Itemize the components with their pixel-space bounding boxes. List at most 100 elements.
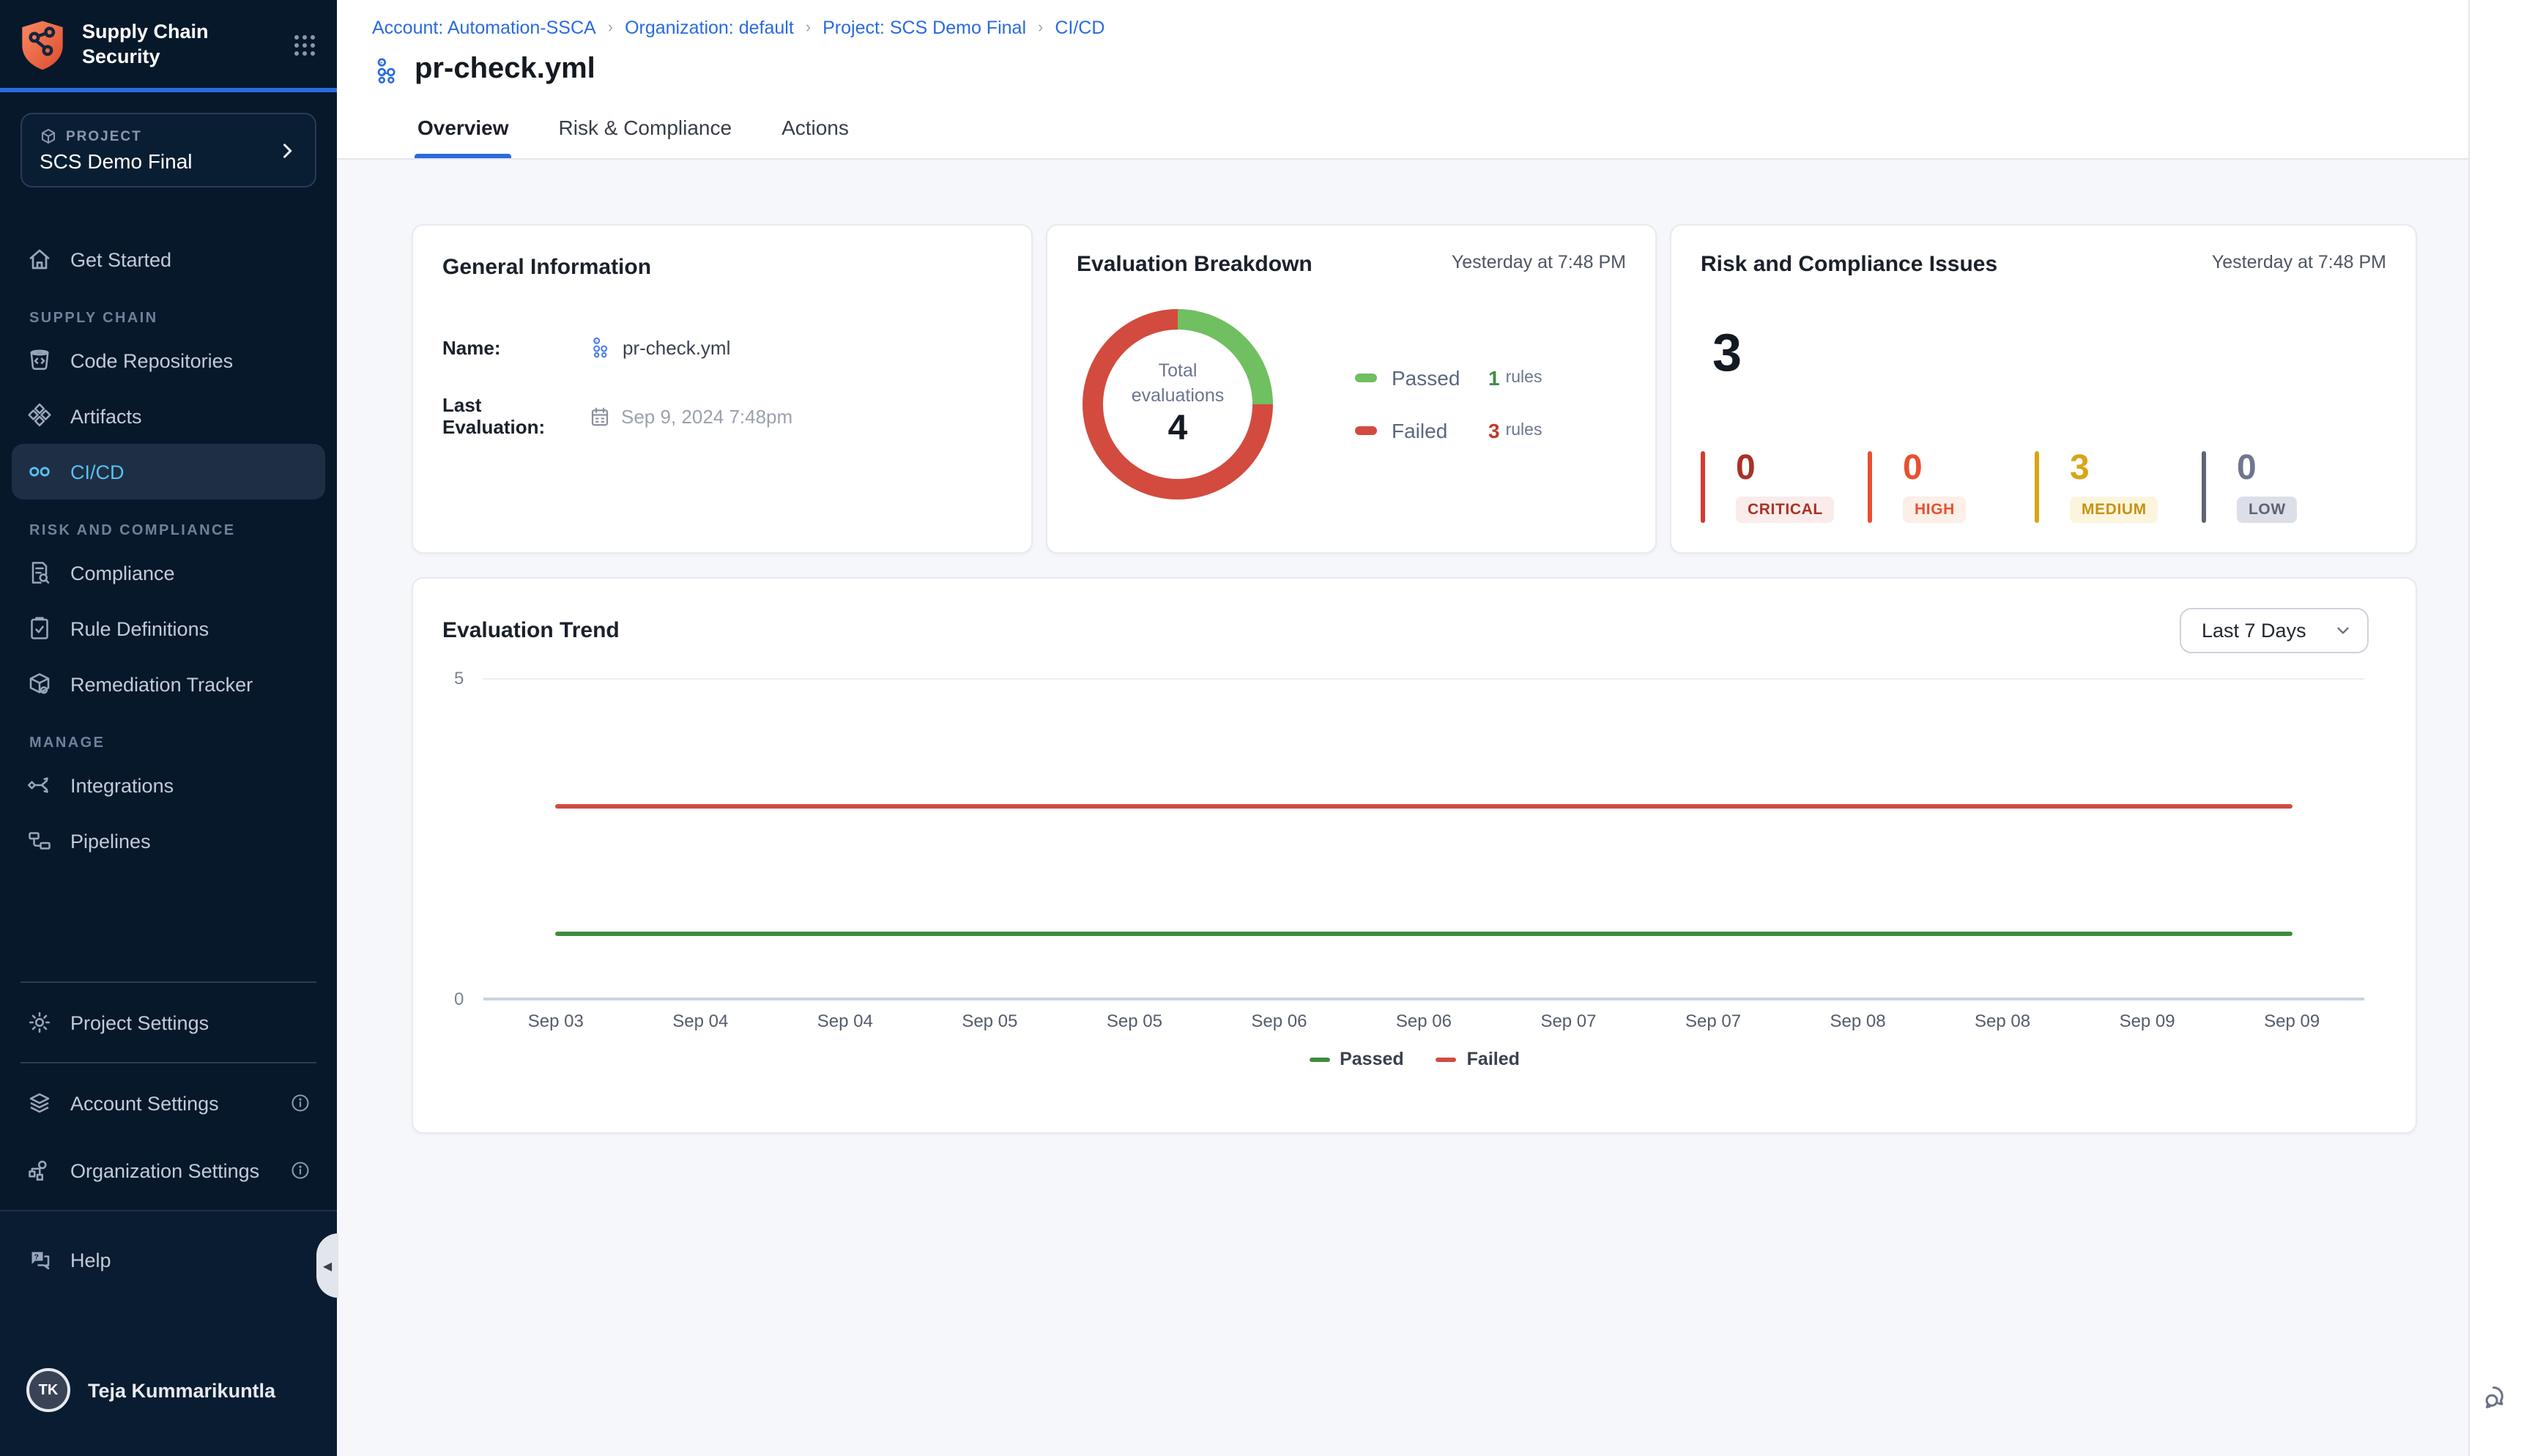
sidebar-item-remediation-tracker[interactable]: Remediation Tracker: [12, 656, 325, 712]
sidebar-item-organization-settings[interactable]: Organization Settings: [12, 1143, 325, 1198]
app-switcher-grid-icon[interactable]: [293, 34, 316, 57]
x-tick-label: Sep 03: [483, 1011, 628, 1031]
chevron-separator-icon: ›: [806, 19, 811, 37]
page-title: pr-check.yml: [415, 53, 595, 86]
card-title: General Information: [442, 255, 1002, 280]
x-tick-label: Sep 07: [1641, 1011, 1786, 1031]
svg-text:?: ?: [34, 1252, 39, 1261]
card-timestamp: Yesterday at 7:48 PM: [1452, 252, 1626, 272]
x-tick-label: Sep 09: [2219, 1011, 2364, 1031]
severity-medium: 3 MEDIUM: [2035, 451, 2180, 523]
sidebar-item-label: Help: [70, 1249, 111, 1271]
donut-center-label: Total evaluations: [1115, 358, 1241, 408]
user-name: Teja Kummarikuntla: [88, 1379, 275, 1401]
sidebar-item-code-repositories[interactable]: Code Repositories: [12, 333, 325, 388]
severity-badge: HIGH: [1903, 497, 1967, 523]
sidebar-item-label: Account Settings: [70, 1092, 219, 1114]
right-utility-rail: [2468, 0, 2521, 1456]
severity-count: 0: [2237, 451, 2257, 486]
title-row: pr-check.yml: [372, 53, 2468, 86]
home-icon: [26, 246, 53, 272]
date-range-value: Last 7 Days: [2202, 620, 2306, 642]
trend-legend-failed: Failed: [1436, 1049, 1520, 1069]
x-tick-label: Sep 07: [1496, 1011, 1641, 1031]
legend-count: 1: [1488, 366, 1500, 390]
sidebar-item-label: Get Started: [70, 248, 171, 270]
sidebar-item-project-settings[interactable]: Project Settings: [12, 995, 325, 1050]
legend-label: Passed: [1340, 1049, 1404, 1069]
tab-actions[interactable]: Actions: [779, 104, 852, 158]
severity-low: 0 LOW: [2202, 451, 2347, 523]
name-label: Name:: [442, 336, 589, 358]
sidebar-divider: [21, 1062, 316, 1063]
info-icon[interactable]: [290, 1093, 311, 1113]
info-icon[interactable]: [290, 1160, 311, 1181]
severity-high: 0 HIGH: [1868, 451, 2013, 523]
last-evaluation-row: Last Evaluation: Sep 9, 2024 7:48pm: [442, 394, 1002, 438]
sidebar-item-help[interactable]: ? Help: [12, 1232, 325, 1288]
org-chart-gear-icon: [26, 1157, 53, 1184]
chat-support-icon[interactable]: [2481, 1383, 2510, 1412]
breadcrumb-account-link[interactable]: Account: Automation-SSCA: [372, 18, 596, 38]
x-tick-label: Sep 05: [918, 1011, 1063, 1031]
user-profile[interactable]: TK Teja Kummarikuntla: [12, 1362, 325, 1418]
sidebar-item-integrations[interactable]: Integrations: [12, 757, 325, 813]
tab-risk-and-compliance[interactable]: Risk & Compliance: [556, 104, 735, 158]
app-root: Supply Chain Security: [0, 0, 2521, 1456]
pipeline-file-icon: [372, 55, 401, 84]
failed-trend-line: [556, 803, 2292, 808]
sidebar-item-pipelines[interactable]: Pipelines: [12, 813, 325, 869]
pipeline-name-value: pr-check.yml: [623, 336, 730, 358]
card-title: Evaluation Trend: [442, 618, 620, 643]
failed-swatch-icon: [1355, 426, 1377, 435]
gear-icon: [26, 1009, 53, 1036]
breadcrumb-cicd-link[interactable]: CI/CD: [1055, 18, 1104, 38]
breadcrumb-project-link[interactable]: Project: SCS Demo Final: [823, 18, 1026, 38]
breadcrumb-organization-link[interactable]: Organization: default: [625, 18, 794, 38]
legend-label: Passed: [1392, 366, 1488, 390]
product-title: Supply Chain Security: [82, 21, 278, 70]
trend-plot: 5 0: [483, 678, 2364, 1000]
card-title: Risk and Compliance Issues: [1701, 252, 1997, 277]
chevron-down-icon: [2333, 621, 2353, 640]
name-row: Name: pr-check.yml: [442, 335, 1002, 359]
sidebar-item-label: Artifacts: [70, 405, 142, 427]
compliance-document-icon: [26, 560, 53, 586]
tab-bar: Overview Risk & Compliance Actions: [372, 104, 2468, 158]
severity-bar: [2035, 451, 2039, 523]
summary-cards-row: General Information Name:: [412, 224, 2417, 554]
calendar-icon: [589, 405, 611, 427]
chevron-separator-icon: ›: [608, 19, 613, 37]
sidebar-item-get-started[interactable]: Get Started: [12, 231, 325, 287]
legend-label: Failed: [1392, 419, 1488, 442]
general-information-card: General Information Name:: [412, 224, 1033, 554]
passed-line-swatch-icon: [1309, 1057, 1329, 1061]
sidebar-item-label: Code Repositories: [70, 349, 233, 371]
severity-bar: [1701, 451, 1705, 523]
supply-chain-shield-logo-icon: [18, 19, 67, 72]
y-axis-min-label: 0: [454, 989, 464, 1009]
sidebar-item-label: Project Settings: [70, 1011, 209, 1033]
severity-badge: MEDIUM: [2070, 497, 2158, 523]
sidebar-item-account-settings[interactable]: Account Settings: [12, 1075, 325, 1131]
failed-line-swatch-icon: [1436, 1057, 1457, 1061]
x-axis-labels: Sep 03Sep 04Sep 04Sep 05Sep 05Sep 06Sep …: [483, 1011, 2364, 1031]
sidebar-collapse-handle[interactable]: ◀: [316, 1233, 338, 1298]
sidebar-item-artifacts[interactable]: Artifacts: [12, 388, 325, 444]
sidebar-item-compliance[interactable]: Compliance: [12, 545, 325, 601]
date-range-select[interactable]: Last 7 Days: [2180, 608, 2369, 653]
sidebar-item-rule-definitions[interactable]: Rule Definitions: [12, 601, 325, 656]
x-tick-label: Sep 04: [628, 1011, 773, 1031]
pipelines-icon: [26, 828, 53, 854]
y-axis-max-label: 5: [454, 668, 464, 688]
rule-definitions-clipboard-icon: [26, 615, 53, 642]
severity-critical: 0 CRITICAL: [1701, 451, 1846, 523]
sidebar-item-cicd[interactable]: CI/CD: [12, 444, 325, 499]
x-tick-label: Sep 08: [1930, 1011, 2075, 1031]
tab-overview[interactable]: Overview: [415, 104, 512, 158]
severity-count: 0: [1736, 451, 1756, 486]
legend-suffix: rules: [1506, 422, 1542, 439]
evaluation-donut: Total evaluations 4: [1083, 309, 1273, 499]
x-tick-label: Sep 08: [1786, 1011, 1931, 1031]
project-selector[interactable]: PROJECT SCS Demo Final: [21, 113, 316, 187]
